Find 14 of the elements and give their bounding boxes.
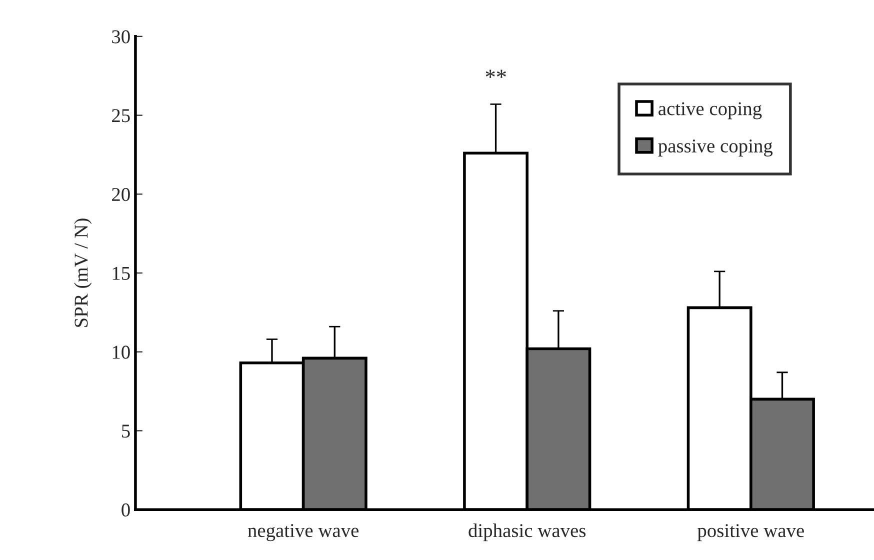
y-tick-label: 5 — [122, 424, 130, 438]
annotation: ** — [486, 70, 506, 78]
legend-label: active coping — [658, 102, 762, 120]
y-tick-label: 15 — [112, 266, 130, 280]
x-tick-label: positive wave — [697, 524, 804, 542]
y-tick-label: 10 — [112, 346, 130, 359]
y-tick-label: 30 — [112, 30, 130, 44]
x-tick-label: diphasic waves — [468, 523, 586, 542]
y-tick-label: 0 — [122, 503, 130, 517]
legend-label: passive coping — [658, 139, 773, 157]
x-tick-label: negative wave — [248, 524, 359, 542]
y-tick-label: 25 — [112, 109, 130, 122]
y-axis-title: SPR (mV / N) — [74, 218, 92, 327]
y-tick-label: 20 — [112, 188, 130, 202]
